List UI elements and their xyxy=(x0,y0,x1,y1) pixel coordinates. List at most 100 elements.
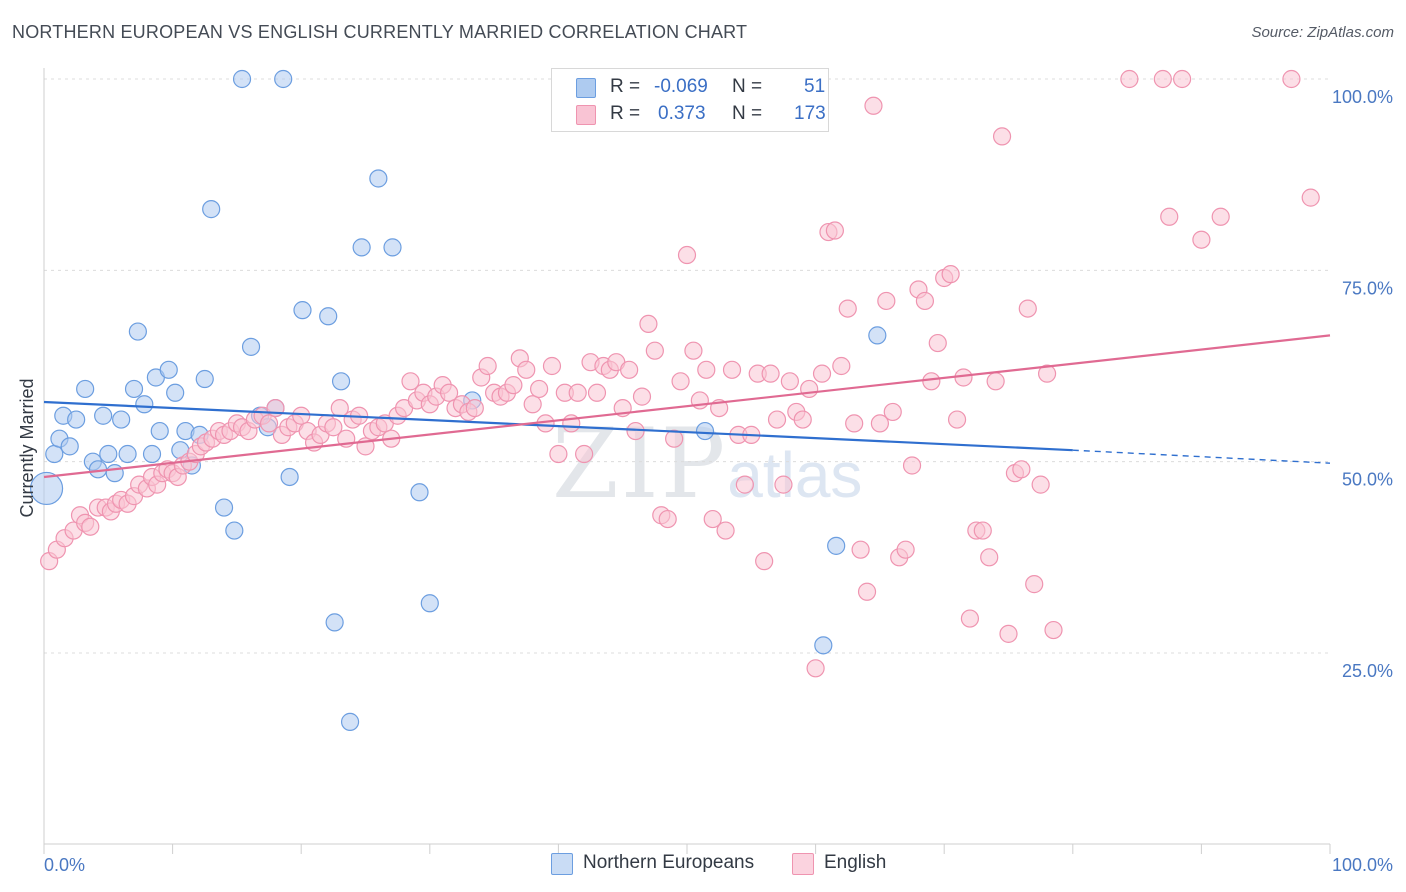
y-tick-label-75: 75.0% xyxy=(1342,278,1393,298)
point-ne-35 xyxy=(274,69,293,89)
point-ne-42 xyxy=(352,238,371,257)
point-en-115 xyxy=(767,410,787,429)
point-ne-45 xyxy=(410,483,429,502)
point-en-153 xyxy=(1012,460,1031,479)
point-en-159 xyxy=(1120,69,1139,89)
point-en-6 xyxy=(81,517,100,536)
point-ne-14 xyxy=(124,379,144,399)
point-en-128 xyxy=(851,540,870,559)
point-en-142 xyxy=(941,265,960,284)
point-en-107 xyxy=(716,521,735,540)
point-ne-38 xyxy=(319,307,338,326)
legend-swatch-english xyxy=(576,105,596,125)
legend-r-value: 0.373 xyxy=(658,103,706,124)
grid-lines xyxy=(44,78,1330,654)
point-en-147 xyxy=(973,521,992,540)
point-en-155 xyxy=(1025,575,1044,594)
point-ne-5 xyxy=(67,410,86,429)
legend-swatch-northern-europeans xyxy=(576,78,596,98)
point-en-46 xyxy=(324,418,343,437)
point-en-76 xyxy=(517,360,536,379)
point-en-84 xyxy=(568,383,587,402)
point-en-85 xyxy=(575,444,594,464)
point-en-166 xyxy=(1301,188,1320,207)
point-ne-28 xyxy=(214,498,234,517)
series-english xyxy=(40,69,1320,678)
point-en-70 xyxy=(478,356,497,376)
point-en-132 xyxy=(877,291,896,311)
chart-title: NORTHERN EUROPEAN VS ENGLISH CURRENTLY M… xyxy=(12,22,748,42)
y-axis-title: Currently Married xyxy=(17,378,37,517)
point-en-110 xyxy=(735,475,754,494)
y-tick-label-50: 50.0% xyxy=(1342,470,1393,490)
point-en-64 xyxy=(439,383,459,402)
point-en-96 xyxy=(645,341,664,360)
point-en-136 xyxy=(902,456,922,475)
point-ne-9 xyxy=(94,406,113,425)
point-en-108 xyxy=(722,360,742,379)
point-ne-43 xyxy=(369,169,388,188)
point-en-143 xyxy=(947,410,967,429)
point-ne-46 xyxy=(420,594,439,613)
point-en-126 xyxy=(838,299,857,318)
point-en-161 xyxy=(1160,207,1179,226)
point-en-104 xyxy=(697,360,716,379)
point-en-133 xyxy=(883,402,902,422)
point-ne-0 xyxy=(29,471,64,506)
point-ne-12 xyxy=(112,410,131,429)
point-ne-30 xyxy=(232,69,252,89)
point-en-101 xyxy=(677,245,697,265)
point-en-160 xyxy=(1153,69,1172,89)
watermark-atlas: atlas xyxy=(727,439,863,511)
point-ne-50 xyxy=(827,536,846,555)
point-en-129 xyxy=(857,582,877,601)
point-ne-44 xyxy=(383,238,402,257)
point-en-68 xyxy=(465,398,484,418)
point-en-94 xyxy=(632,387,652,406)
source-label: Source: ZipAtlas.com xyxy=(1251,24,1394,41)
trend-line-northern-europeans xyxy=(43,400,1073,452)
point-en-41 xyxy=(292,406,311,425)
point-en-138 xyxy=(915,291,935,311)
bottom-swatch-northern-europeans xyxy=(551,853,573,875)
point-en-98 xyxy=(658,509,677,529)
tick-labels: 25.0% 50.0% 75.0% 100.0% 0.0% 100.0% Currently… xyxy=(17,87,1393,875)
point-en-92 xyxy=(620,360,639,379)
point-ne-15 xyxy=(128,322,147,341)
point-en-78 xyxy=(530,379,549,399)
legend-n-label: N = xyxy=(732,103,763,124)
point-en-116 xyxy=(774,475,793,494)
point-en-131 xyxy=(870,414,890,433)
point-en-165 xyxy=(1282,69,1301,89)
point-ne-10 xyxy=(99,444,118,464)
legend-r-value: -0.069 xyxy=(654,76,708,97)
point-en-120 xyxy=(800,379,819,399)
point-en-164 xyxy=(1211,207,1230,226)
point-ne-48 xyxy=(695,421,715,441)
point-en-151 xyxy=(999,624,1018,643)
point-en-127 xyxy=(845,414,864,433)
x-tick-label-start: 0.0% xyxy=(44,855,85,875)
point-en-77 xyxy=(523,395,542,414)
x-tick-label-end: 100.0% xyxy=(1332,855,1393,875)
point-ne-11 xyxy=(105,464,124,483)
point-en-117 xyxy=(780,372,799,391)
point-en-99 xyxy=(665,429,684,448)
point-en-122 xyxy=(812,364,832,383)
point-en-145 xyxy=(960,609,980,628)
point-ne-36 xyxy=(280,467,299,487)
point-en-163 xyxy=(1192,230,1211,249)
point-ne-31 xyxy=(241,337,261,356)
point-ne-19 xyxy=(150,421,169,441)
point-en-149 xyxy=(986,372,1005,391)
legend-r-label: R = xyxy=(610,76,641,97)
point-en-124 xyxy=(825,221,844,240)
axes xyxy=(43,68,1331,854)
point-en-74 xyxy=(504,376,523,395)
point-en-105 xyxy=(703,509,722,529)
y-tick-label-25: 25.0% xyxy=(1342,661,1393,681)
point-en-157 xyxy=(1037,364,1057,383)
point-ne-39 xyxy=(325,613,344,632)
point-en-87 xyxy=(587,383,607,402)
